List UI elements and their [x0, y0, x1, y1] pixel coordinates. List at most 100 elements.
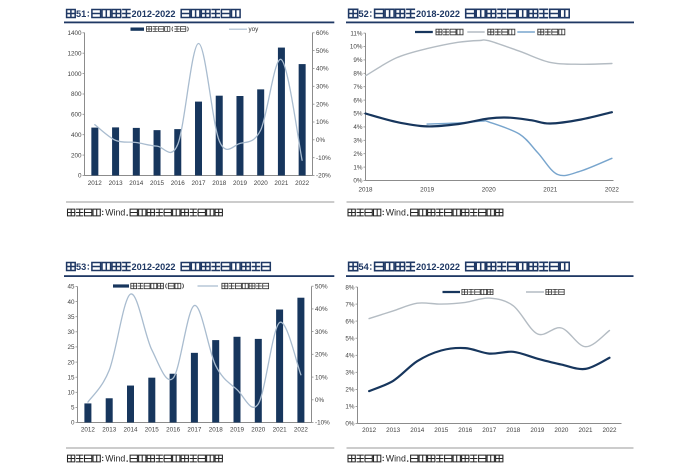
svg-text:2021: 2021: [543, 186, 558, 193]
svg-text:3%: 3%: [345, 370, 355, 377]
svg-text:Wind: Wind: [386, 454, 406, 464]
svg-text:2014: 2014: [129, 180, 144, 187]
svg-text:20: 20: [67, 359, 75, 366]
svg-text:0%: 0%: [345, 421, 355, 428]
svg-text:2017: 2017: [191, 180, 206, 187]
svg-text:2015: 2015: [150, 180, 165, 187]
svg-text:2019: 2019: [530, 427, 545, 434]
svg-text:1%: 1%: [345, 404, 355, 411]
svg-text:2017: 2017: [482, 427, 497, 434]
svg-text:-10%: -10%: [316, 155, 331, 162]
svg-text:yoy: yoy: [249, 26, 260, 33]
svg-text:8%: 8%: [345, 284, 355, 291]
svg-text:2020: 2020: [254, 180, 269, 187]
svg-text:2019: 2019: [230, 427, 245, 434]
svg-text:2017: 2017: [187, 427, 202, 434]
svg-text:0%: 0%: [315, 397, 325, 404]
svg-text:5%: 5%: [345, 335, 355, 342]
svg-text:11%: 11%: [350, 30, 363, 37]
svg-text:2022: 2022: [295, 180, 310, 187]
svg-text:2012-2022: 2012-2022: [132, 262, 176, 272]
svg-text:2018: 2018: [358, 186, 373, 193]
svg-text:2016: 2016: [166, 427, 181, 434]
svg-text:60%: 60%: [316, 30, 329, 37]
svg-text:40: 40: [67, 299, 75, 306]
svg-text:2%: 2%: [345, 387, 355, 394]
svg-text:52: 52: [359, 9, 369, 19]
svg-text:-20%: -20%: [316, 173, 331, 180]
svg-text:2015: 2015: [434, 427, 449, 434]
svg-text:2012: 2012: [362, 427, 377, 434]
svg-text:30%: 30%: [315, 329, 328, 336]
svg-text:4%: 4%: [345, 353, 355, 360]
svg-text:1200: 1200: [67, 50, 82, 57]
svg-text:50%: 50%: [315, 283, 328, 290]
svg-text:10%: 10%: [315, 374, 328, 381]
svg-text:Wind: Wind: [386, 208, 406, 218]
svg-text:53: 53: [76, 262, 86, 272]
svg-text:2019: 2019: [420, 186, 435, 193]
svg-text:40%: 40%: [316, 66, 329, 73]
svg-text:20%: 20%: [315, 352, 328, 359]
svg-text:50%: 50%: [316, 48, 329, 55]
svg-text:400: 400: [71, 132, 82, 139]
svg-text:6%: 6%: [345, 318, 355, 325]
svg-text:0: 0: [78, 173, 82, 180]
svg-text:800: 800: [71, 91, 82, 98]
svg-text:2021: 2021: [274, 180, 289, 187]
svg-text:2020: 2020: [554, 427, 569, 434]
svg-text:1000: 1000: [67, 71, 82, 78]
svg-text:54: 54: [359, 262, 370, 272]
svg-text:2%: 2%: [353, 151, 363, 158]
svg-text:2021: 2021: [578, 427, 593, 434]
svg-text:2013: 2013: [102, 427, 117, 434]
svg-text:2015: 2015: [145, 427, 160, 434]
svg-text:2013: 2013: [109, 180, 124, 187]
svg-text:25: 25: [67, 344, 75, 351]
svg-text:10%: 10%: [350, 44, 363, 51]
svg-text:40%: 40%: [315, 306, 328, 313]
svg-text:8%: 8%: [353, 71, 363, 78]
svg-text:15: 15: [67, 374, 75, 381]
svg-text:51: 51: [76, 9, 86, 19]
svg-text:600: 600: [71, 112, 82, 119]
svg-text:35: 35: [67, 314, 75, 321]
svg-text:2012: 2012: [81, 427, 96, 434]
svg-text:Wind: Wind: [105, 454, 125, 464]
svg-text:4%: 4%: [353, 124, 363, 131]
svg-text:2013: 2013: [386, 427, 401, 434]
svg-text:2021: 2021: [273, 427, 288, 434]
svg-text:2020: 2020: [251, 427, 266, 434]
svg-text:2020: 2020: [482, 186, 497, 193]
svg-text:2022: 2022: [605, 186, 620, 193]
svg-text:2016: 2016: [171, 180, 186, 187]
svg-text:45: 45: [67, 284, 75, 291]
svg-text:2012: 2012: [88, 180, 103, 187]
svg-text:200: 200: [71, 152, 82, 159]
svg-text:2012-2022: 2012-2022: [416, 262, 460, 272]
svg-text:30: 30: [67, 329, 75, 336]
svg-text:7%: 7%: [353, 84, 363, 91]
svg-text:5: 5: [71, 405, 75, 412]
svg-text:0: 0: [71, 420, 75, 427]
svg-text:2016: 2016: [458, 427, 473, 434]
svg-text:20%: 20%: [316, 101, 329, 108]
svg-text:2018: 2018: [506, 427, 521, 434]
svg-text:2022: 2022: [602, 427, 617, 434]
svg-text:-10%: -10%: [315, 420, 330, 427]
svg-text:2022: 2022: [294, 427, 309, 434]
svg-text:2019: 2019: [233, 180, 248, 187]
svg-text:10: 10: [67, 390, 75, 397]
svg-text:3%: 3%: [353, 138, 363, 145]
svg-text:2018: 2018: [212, 180, 227, 187]
svg-text:2014: 2014: [410, 427, 425, 434]
svg-text:0%: 0%: [353, 178, 363, 185]
svg-text:10%: 10%: [316, 119, 329, 126]
svg-text:9%: 9%: [353, 57, 363, 64]
svg-text:1%: 1%: [353, 164, 363, 171]
svg-text:2014: 2014: [123, 427, 138, 434]
svg-text:5%: 5%: [353, 111, 363, 118]
svg-text:7%: 7%: [345, 301, 355, 308]
svg-text:1400: 1400: [67, 30, 82, 37]
svg-text:2012-2022: 2012-2022: [132, 9, 176, 19]
